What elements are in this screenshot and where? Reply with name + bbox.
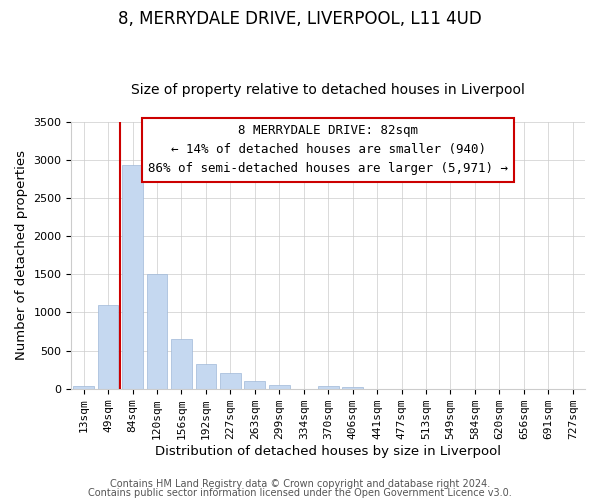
Y-axis label: Number of detached properties: Number of detached properties: [15, 150, 28, 360]
Bar: [318, 386, 338, 388]
Bar: [73, 386, 94, 388]
Bar: [122, 166, 143, 388]
Bar: [196, 364, 217, 388]
Text: 8 MERRYDALE DRIVE: 82sqm
← 14% of detached houses are smaller (940)
86% of semi-: 8 MERRYDALE DRIVE: 82sqm ← 14% of detach…: [148, 124, 508, 176]
Text: Contains public sector information licensed under the Open Government Licence v3: Contains public sector information licen…: [88, 488, 512, 498]
Bar: [244, 381, 265, 388]
Title: Size of property relative to detached houses in Liverpool: Size of property relative to detached ho…: [131, 83, 525, 97]
Bar: [146, 274, 167, 388]
Bar: [171, 339, 192, 388]
Text: Contains HM Land Registry data © Crown copyright and database right 2024.: Contains HM Land Registry data © Crown c…: [110, 479, 490, 489]
Bar: [98, 305, 118, 388]
X-axis label: Distribution of detached houses by size in Liverpool: Distribution of detached houses by size …: [155, 444, 501, 458]
Bar: [342, 387, 363, 388]
Bar: [269, 384, 290, 388]
Bar: [220, 374, 241, 388]
Text: 8, MERRYDALE DRIVE, LIVERPOOL, L11 4UD: 8, MERRYDALE DRIVE, LIVERPOOL, L11 4UD: [118, 10, 482, 28]
